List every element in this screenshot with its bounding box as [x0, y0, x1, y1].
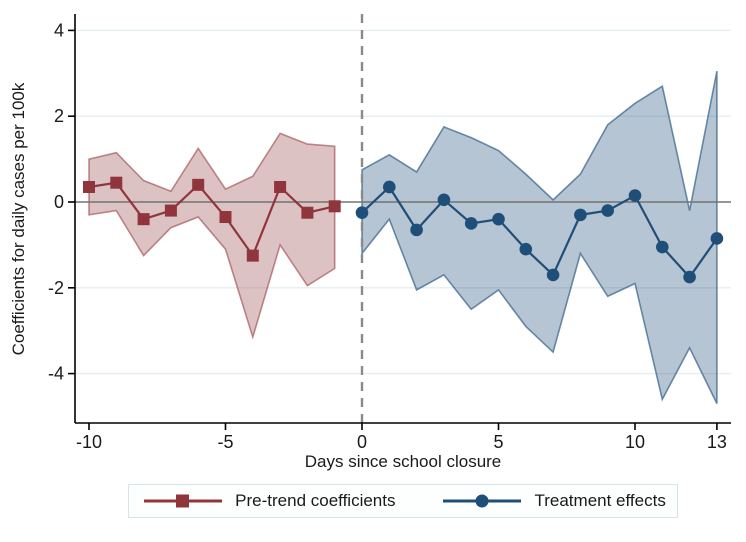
confidence-bands [88, 71, 718, 404]
legend-item-pretrend: Pre-trend coefficients [140, 491, 395, 511]
y-axis-title: Coefficients for daily cases per 100k [9, 82, 28, 355]
pretrend-point [274, 180, 287, 193]
pretrend-point [83, 180, 95, 193]
pretrend-point [164, 204, 177, 217]
legend: Pre-trend coefficients Treatment effects [128, 484, 678, 518]
legend-label-treatment: Treatment effects [534, 491, 666, 510]
x-tick-label: -10 [76, 432, 102, 452]
treatment-point [601, 204, 614, 217]
treatment-point [355, 206, 369, 220]
series-markers [83, 176, 724, 284]
treatment-point [656, 240, 669, 254]
treatment-point [437, 193, 451, 207]
treatment-ci-band [361, 71, 718, 404]
treatment-point [410, 223, 423, 237]
treatment-point [628, 189, 642, 202]
y-tick-label: 4 [54, 20, 64, 40]
treatment-line [361, 185, 718, 279]
pretrend-point [110, 176, 123, 189]
x-tick-label: 0 [357, 432, 367, 452]
legend-item-treatment: Treatment effects [439, 491, 666, 511]
pretrend-ci-band [88, 132, 336, 340]
treatment-point [519, 242, 533, 256]
y-tick-label: 0 [54, 192, 64, 212]
series-lines [88, 181, 718, 279]
pretrend-key-icon [140, 494, 226, 508]
treatment-key-icon [439, 494, 525, 508]
pretrend-point [246, 249, 259, 262]
axes [68, 14, 731, 430]
pretrend-point [219, 211, 232, 224]
pretrend-point [192, 178, 205, 191]
x-tick-label: 10 [625, 432, 645, 452]
y-tick-label: -4 [48, 364, 64, 384]
x-tick-label: 5 [493, 432, 503, 452]
pretrend-point [301, 206, 314, 219]
y-tick-label: 2 [54, 106, 64, 126]
x-axis-title: Days since school closure [305, 452, 502, 471]
legend-label-pretrend: Pre-trend coefficients [235, 491, 396, 510]
y-tick-label: -2 [48, 278, 64, 298]
gridlines [75, 29, 731, 375]
treatment-point [464, 217, 478, 230]
treatment-point [546, 268, 560, 282]
treatment-point [710, 232, 724, 245]
x-tick-label: 13 [707, 432, 727, 452]
tick-labels: 4 2 0 -2 -4 -10 -5 0 5 10 13 [48, 20, 727, 452]
pretrend-point [328, 200, 341, 213]
treatment-point [683, 270, 696, 284]
treatment-point [574, 208, 587, 222]
x-tick-label: -5 [217, 432, 233, 452]
pretrend-point [137, 213, 150, 226]
treatment-point [383, 180, 396, 194]
treatment-point [492, 212, 505, 226]
pretrend-line [88, 181, 335, 258]
